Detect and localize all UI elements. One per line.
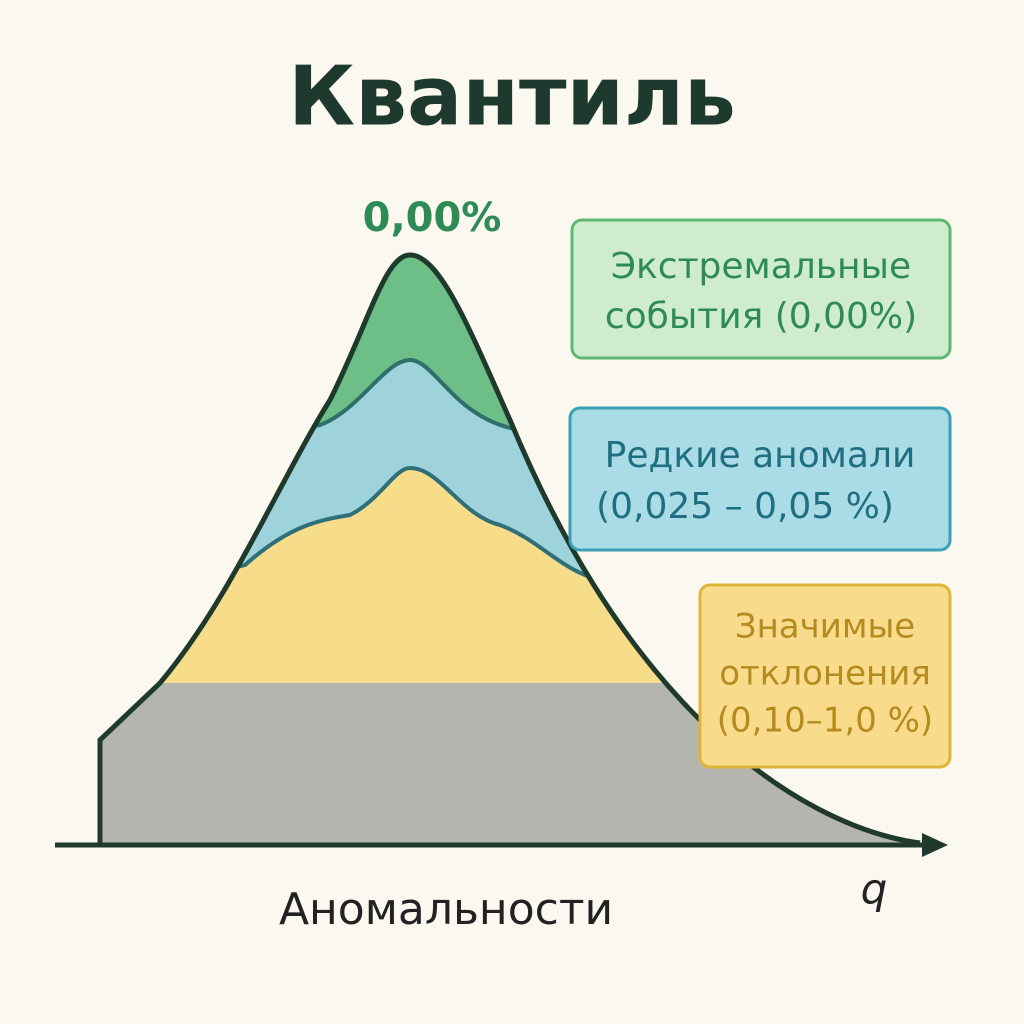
axis-symbol: q <box>861 865 888 914</box>
legend-text: (0,10–1,0 %) <box>717 701 933 741</box>
title: Квантиль <box>288 49 736 144</box>
legend-box <box>570 218 952 360</box>
legend-text: Редкие аномали <box>605 435 916 476</box>
legend-box <box>698 583 952 769</box>
axis-arrow <box>922 833 948 857</box>
x-label: Аномальности <box>279 884 613 935</box>
legend-box <box>568 406 952 552</box>
legend-text: (0,025 – 0,05 %) <box>596 486 894 527</box>
legend-text: события (0,00%) <box>605 296 917 337</box>
legend-text: отклонения <box>719 654 931 694</box>
legend-text: Экстремальные <box>611 246 911 287</box>
peak-label: 0,00% <box>363 195 502 241</box>
legend-text: Значимые <box>735 607 915 647</box>
